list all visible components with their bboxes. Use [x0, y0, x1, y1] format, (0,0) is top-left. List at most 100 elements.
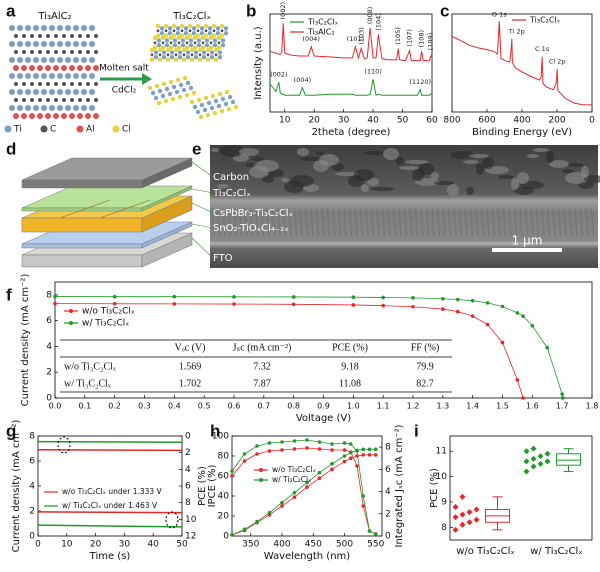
- atom: [196, 43, 202, 48]
- atom: [191, 31, 197, 36]
- atom: [181, 87, 187, 93]
- atom: [41, 105, 47, 111]
- atom: [212, 110, 218, 116]
- atom: [169, 55, 175, 60]
- atom: [220, 43, 226, 48]
- atom: [188, 43, 194, 48]
- table-cell: 1.702: [179, 378, 202, 389]
- atom: [172, 29, 176, 33]
- texture: [447, 184, 459, 196]
- atom: [164, 38, 170, 43]
- atom: [223, 101, 229, 107]
- atom: [159, 26, 165, 31]
- atom: [22, 82, 26, 86]
- atom: [46, 82, 50, 86]
- atom: [167, 26, 173, 31]
- atom: [209, 41, 213, 45]
- atom: [217, 41, 221, 45]
- data-point: [452, 514, 459, 521]
- data-point: [317, 447, 322, 451]
- legend-label: Al: [86, 125, 95, 135]
- atom: [81, 89, 87, 95]
- x-tick-label: 1.4: [466, 402, 479, 411]
- y-tick-label: 80: [218, 452, 230, 462]
- atom: [185, 55, 191, 60]
- x-tick-label: 40: [147, 540, 159, 550]
- texture: [486, 207, 490, 237]
- texture: [255, 160, 279, 172]
- texture: [431, 172, 439, 180]
- data-point: [515, 378, 520, 382]
- y-tick-label: 10: [436, 472, 448, 482]
- texture: [319, 154, 339, 166]
- texture: [299, 207, 303, 237]
- data-point: [292, 490, 297, 495]
- atom: [211, 33, 217, 38]
- atom: [169, 50, 175, 55]
- texture: [552, 207, 556, 237]
- data-point: [470, 298, 475, 303]
- data-point: [255, 519, 259, 524]
- leader-line: [191, 237, 214, 259]
- data-point: [230, 469, 234, 473]
- data-point: [292, 495, 297, 499]
- legend-label: Ti₃C₂Clₓ: [307, 18, 339, 27]
- texture: [370, 187, 394, 191]
- atom: [172, 38, 178, 43]
- data-point: [485, 301, 490, 305]
- atom: [226, 106, 232, 112]
- panel-label: i: [414, 421, 419, 440]
- atom: [195, 109, 201, 115]
- atom: [203, 23, 209, 29]
- atom: [17, 25, 23, 31]
- atom: [199, 102, 205, 108]
- texture: [562, 169, 574, 173]
- table-cell: 11.08: [339, 378, 361, 389]
- panel-label: g: [6, 421, 16, 440]
- atom: [183, 26, 189, 31]
- atom: [14, 50, 18, 54]
- texture: [262, 175, 274, 183]
- y2-tick-label: 8: [385, 443, 391, 453]
- atom: [81, 105, 87, 111]
- data-point: [172, 294, 177, 299]
- texture: [321, 207, 325, 237]
- data-point: [466, 509, 473, 516]
- atom: [45, 113, 51, 119]
- texture: [502, 207, 507, 237]
- atom: [65, 41, 71, 47]
- texture: [514, 187, 534, 195]
- texture: [216, 207, 221, 237]
- x-tick-label: 800: [443, 116, 460, 126]
- atom: [153, 95, 159, 101]
- atom: [49, 25, 55, 31]
- arrow-label: Molten salt: [99, 64, 149, 74]
- atom: [174, 89, 180, 95]
- atom: [94, 34, 98, 38]
- atom: [62, 98, 66, 102]
- texture: [535, 207, 540, 237]
- data-point: [330, 442, 334, 446]
- texture: [418, 163, 434, 175]
- texture: [239, 148, 259, 156]
- texture: [326, 207, 331, 237]
- x-tick-label: 0.8: [287, 402, 300, 411]
- y2-tick-label: 6: [385, 465, 391, 475]
- data-point: [291, 295, 296, 299]
- atom: [213, 98, 219, 104]
- atom: [204, 43, 210, 48]
- data-point: [280, 500, 284, 505]
- y-axis-label: PCE (%): [429, 468, 440, 508]
- atom: [201, 41, 205, 45]
- y-tick-label: 60: [218, 472, 230, 482]
- atom: [223, 26, 229, 31]
- texture: [392, 207, 397, 237]
- atom: [14, 34, 18, 38]
- atom: [160, 35, 166, 41]
- data-point: [537, 460, 544, 467]
- atom: [187, 33, 193, 38]
- legend-label: w/o Ti₃C₂Clₓ: [82, 307, 135, 317]
- x-tick-label: 550: [367, 540, 384, 550]
- y2-tick-label: 8: [185, 498, 191, 508]
